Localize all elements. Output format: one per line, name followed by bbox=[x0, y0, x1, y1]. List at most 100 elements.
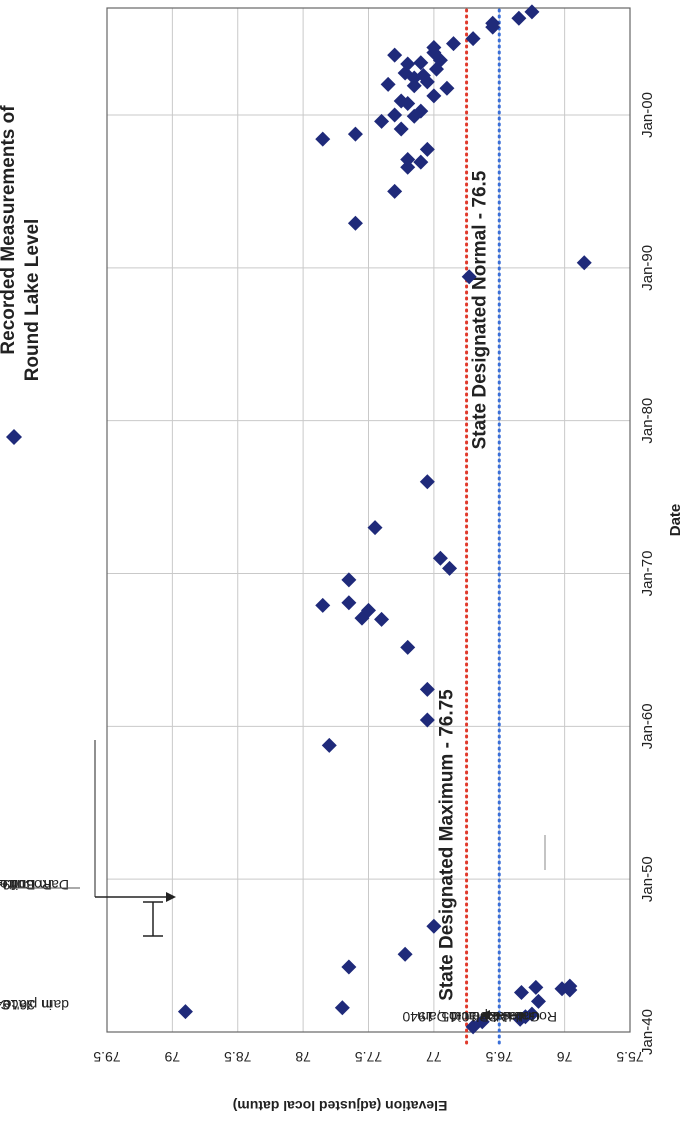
data-point bbox=[562, 978, 578, 994]
y-tick-label: 75.5 bbox=[616, 1049, 643, 1065]
data-point bbox=[419, 712, 435, 728]
data-point bbox=[177, 1004, 193, 1020]
reference-line-label: State Designated Maximum - 76.75 bbox=[437, 689, 458, 1001]
data-point bbox=[387, 47, 403, 63]
data-point bbox=[387, 183, 403, 199]
annotation-text: Lake Placid Dam bbox=[417, 1009, 523, 1025]
data-point bbox=[530, 993, 546, 1009]
y-tick-label: 77 bbox=[426, 1049, 442, 1065]
annotation-text: Round Lake bbox=[481, 1009, 557, 1025]
plot-border bbox=[106, 7, 631, 1033]
x-tick-label: Jan-50 bbox=[639, 856, 656, 902]
annotation-text: Round Lake bbox=[0, 877, 52, 893]
y-axis-label: Elevation (adjusted local datum) bbox=[233, 1098, 448, 1114]
y-tick-label: 78.5 bbox=[224, 1049, 251, 1065]
data-point bbox=[485, 15, 501, 31]
data-point bbox=[374, 113, 390, 129]
data-point bbox=[361, 602, 376, 618]
annotation-text: Nov 10-15, 1940 bbox=[402, 1009, 506, 1025]
data-point bbox=[406, 108, 422, 124]
data-point bbox=[406, 78, 422, 94]
annotation-text: Dam Built bbox=[8, 877, 69, 893]
data-point bbox=[419, 141, 435, 157]
data-point bbox=[419, 474, 435, 490]
x-tick-label: Jan-80 bbox=[639, 398, 656, 444]
legend-marker bbox=[6, 429, 22, 445]
data-point bbox=[341, 572, 357, 588]
data-point bbox=[341, 959, 357, 975]
legend-label-line: Recorded Measurements of bbox=[0, 105, 19, 355]
data-point bbox=[432, 52, 448, 68]
grid bbox=[106, 8, 631, 1033]
data-point bbox=[419, 74, 435, 90]
data-point bbox=[465, 1019, 481, 1035]
data-point bbox=[367, 520, 383, 536]
data-point bbox=[461, 269, 477, 285]
annotation-text: Gates Open to bbox=[449, 1009, 540, 1025]
reference-line-label: State Designated Normal - 76.5 bbox=[469, 170, 490, 449]
y-tick-label: 76 bbox=[557, 1049, 573, 1065]
plot-frame bbox=[106, 7, 631, 1033]
data-point bbox=[393, 121, 409, 137]
data-point bbox=[341, 595, 357, 611]
data-points bbox=[177, 4, 592, 1035]
data-point bbox=[400, 159, 416, 175]
data-point bbox=[576, 255, 592, 271]
legend-label-line: Round Lake Level bbox=[22, 219, 43, 382]
y-tick-label: 78 bbox=[295, 1049, 311, 1065]
data-point bbox=[524, 4, 540, 20]
data-point bbox=[426, 39, 442, 55]
annotation-text: in place of bbox=[0, 997, 52, 1013]
y-tick-label: 79 bbox=[164, 1049, 180, 1065]
data-point bbox=[439, 80, 455, 96]
annotation-text: Current Little bbox=[0, 877, 35, 893]
data-point bbox=[334, 1000, 350, 1016]
data-point bbox=[445, 36, 461, 52]
x-tick-label: Jan-00 bbox=[639, 92, 656, 138]
annotation-text: dam bbox=[42, 997, 69, 1013]
x-tick-label: Jan-60 bbox=[639, 703, 656, 749]
data-point bbox=[426, 918, 442, 934]
data-point bbox=[347, 126, 363, 142]
data-point bbox=[321, 737, 337, 753]
data-point bbox=[465, 31, 481, 47]
legend: Recorded Measurements of Round Lake Level bbox=[0, 105, 43, 445]
data-point bbox=[426, 88, 442, 104]
data-point bbox=[374, 611, 390, 627]
data-point bbox=[413, 154, 429, 170]
x-axis-label: Date bbox=[667, 504, 684, 537]
data-point bbox=[397, 946, 413, 962]
data-point bbox=[393, 93, 409, 109]
y-tick-label: 79.5 bbox=[93, 1049, 120, 1065]
x-tick-label: Jan-40 bbox=[639, 1009, 656, 1055]
annotation-arrowhead bbox=[166, 892, 176, 902]
data-point bbox=[442, 560, 458, 576]
data-point bbox=[387, 107, 403, 123]
tick-labels: 75.5 76 76.5 77 77.5 78 78.5 79 79.5 Jan-40 Jan-50… bbox=[93, 92, 656, 1065]
data-point bbox=[413, 55, 429, 71]
x-tick-label: Jan-90 bbox=[639, 245, 656, 291]
data-point bbox=[400, 56, 416, 72]
y-tick-label: 77.5 bbox=[355, 1049, 382, 1065]
annotations: 1947-49 -36" Culvertin place ofdam 1949 -… bbox=[0, 740, 557, 1025]
x-tick-label: Jan-70 bbox=[639, 551, 656, 597]
data-point bbox=[400, 639, 416, 655]
data-point bbox=[474, 1014, 490, 1030]
data-point bbox=[419, 681, 435, 697]
data-point bbox=[347, 215, 363, 231]
annotation-text: 1947-49 - bbox=[0, 997, 18, 1013]
data-point bbox=[432, 550, 448, 566]
data-point bbox=[528, 979, 544, 995]
data-point bbox=[511, 10, 527, 26]
annotation-text: 36" Culvert bbox=[0, 997, 35, 1013]
y-tick-label: 76.5 bbox=[485, 1049, 512, 1065]
data-point bbox=[513, 985, 529, 1001]
data-point bbox=[315, 597, 331, 613]
data-point bbox=[524, 1006, 540, 1022]
annotation-arrowhead bbox=[480, 1010, 490, 1020]
data-point bbox=[380, 76, 396, 92]
data-point bbox=[315, 131, 331, 147]
annotation-text: 1949 - bbox=[0, 877, 18, 893]
